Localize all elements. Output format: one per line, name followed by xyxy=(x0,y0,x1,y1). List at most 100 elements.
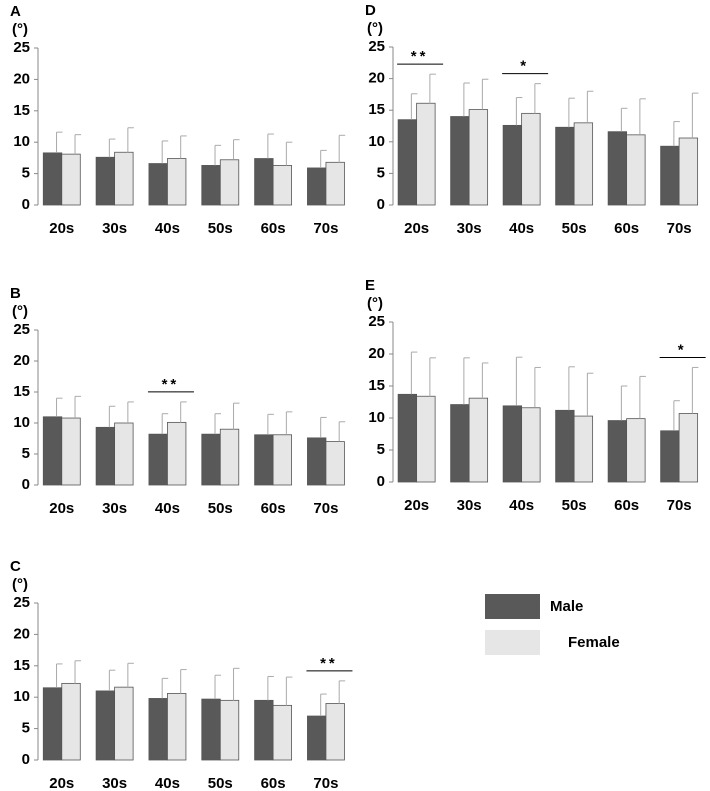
bar xyxy=(468,109,489,206)
x-tick-label: 50s xyxy=(208,500,233,517)
y-tick-label: 10 xyxy=(13,133,30,150)
bar xyxy=(61,153,81,206)
bar xyxy=(307,167,327,206)
y-tick-label: 0 xyxy=(377,473,385,490)
bar xyxy=(325,441,345,486)
x-tick-label: 70s xyxy=(313,500,338,517)
y-tick-label: 5 xyxy=(22,720,30,737)
bar xyxy=(95,426,116,486)
bar xyxy=(254,699,274,761)
y-axis-label: (°) xyxy=(367,295,383,312)
legend-label: Female xyxy=(568,634,620,651)
y-tick-label: 10 xyxy=(368,409,385,426)
bar xyxy=(148,698,168,761)
x-tick-label: 30s xyxy=(102,500,127,517)
legend-swatch xyxy=(485,630,540,655)
bar xyxy=(397,119,418,206)
x-tick-label: 20s xyxy=(404,497,429,514)
y-tick-label: 25 xyxy=(13,39,30,56)
bar xyxy=(201,165,221,206)
x-tick-label: 50s xyxy=(562,497,587,514)
bar xyxy=(114,151,134,206)
x-tick-label: 40s xyxy=(155,220,180,237)
bar xyxy=(201,433,221,486)
x-tick-label: 30s xyxy=(457,220,482,237)
significance-label: ** xyxy=(162,376,180,393)
bar xyxy=(219,428,240,486)
bar xyxy=(201,698,221,761)
y-tick-label: 15 xyxy=(13,102,30,119)
y-tick-label: 25 xyxy=(368,38,385,55)
x-tick-label: 50s xyxy=(208,220,233,237)
significance-label: * xyxy=(520,58,529,75)
bar xyxy=(626,418,646,483)
bar xyxy=(450,404,470,483)
y-tick-label: 5 xyxy=(22,445,30,462)
x-tick-label: 70s xyxy=(667,220,692,237)
bar xyxy=(521,112,541,206)
y-axis-label: (°) xyxy=(12,303,28,320)
y-tick-label: 15 xyxy=(368,377,385,394)
y-tick-label: 20 xyxy=(368,345,385,362)
legend-swatch xyxy=(485,594,540,619)
y-axis-label: (°) xyxy=(12,576,28,593)
bar xyxy=(167,421,187,486)
x-tick-label: 50s xyxy=(208,775,233,791)
y-tick-label: 25 xyxy=(13,321,30,338)
y-tick-label: 10 xyxy=(13,414,30,431)
x-tick-label: 50s xyxy=(562,220,587,237)
x-tick-label: 20s xyxy=(49,220,74,237)
bar xyxy=(167,158,187,206)
panel-title: E xyxy=(365,277,375,294)
legend-label: Male xyxy=(550,598,583,615)
bar xyxy=(521,407,541,483)
panel-title: C xyxy=(10,558,21,575)
y-tick-label: 20 xyxy=(13,625,30,642)
bar xyxy=(416,395,436,483)
panel-title: B xyxy=(10,285,21,302)
y-tick-label: 15 xyxy=(13,657,30,674)
x-tick-label: 30s xyxy=(102,775,127,791)
bar xyxy=(272,165,293,206)
bar xyxy=(502,124,523,206)
bar xyxy=(397,393,418,483)
bar xyxy=(416,102,436,206)
bar xyxy=(555,126,575,206)
bar xyxy=(219,159,240,206)
x-tick-label: 20s xyxy=(49,775,74,791)
x-tick-label: 60s xyxy=(261,220,286,237)
x-tick-label: 70s xyxy=(313,220,338,237)
bar xyxy=(626,134,646,206)
bar xyxy=(95,156,116,206)
panel-title: D xyxy=(365,2,376,19)
bar xyxy=(325,703,345,761)
bar xyxy=(307,715,327,761)
bar xyxy=(254,434,274,486)
y-tick-label: 0 xyxy=(22,476,30,493)
x-tick-label: 20s xyxy=(404,220,429,237)
bar xyxy=(42,152,63,206)
y-tick-label: 0 xyxy=(377,196,385,213)
y-axis-label: (°) xyxy=(12,21,28,38)
bar xyxy=(114,422,134,486)
x-tick-label: 60s xyxy=(261,775,286,791)
y-tick-label: 10 xyxy=(368,133,385,150)
bar xyxy=(660,430,680,483)
significance-label: ** xyxy=(320,655,338,672)
y-axis-label: (°) xyxy=(367,20,383,37)
y-tick-label: 5 xyxy=(22,165,30,182)
bar xyxy=(167,693,187,761)
bar xyxy=(573,122,594,206)
bar xyxy=(307,437,327,486)
bar xyxy=(678,413,699,483)
bar xyxy=(42,687,63,761)
bar xyxy=(678,137,699,206)
y-tick-label: 10 xyxy=(13,688,30,705)
bar xyxy=(555,409,575,483)
y-tick-label: 15 xyxy=(368,101,385,118)
x-tick-label: 60s xyxy=(614,497,639,514)
x-tick-label: 20s xyxy=(49,500,74,517)
x-tick-label: 40s xyxy=(155,775,180,791)
significance-label: ** xyxy=(411,48,429,65)
